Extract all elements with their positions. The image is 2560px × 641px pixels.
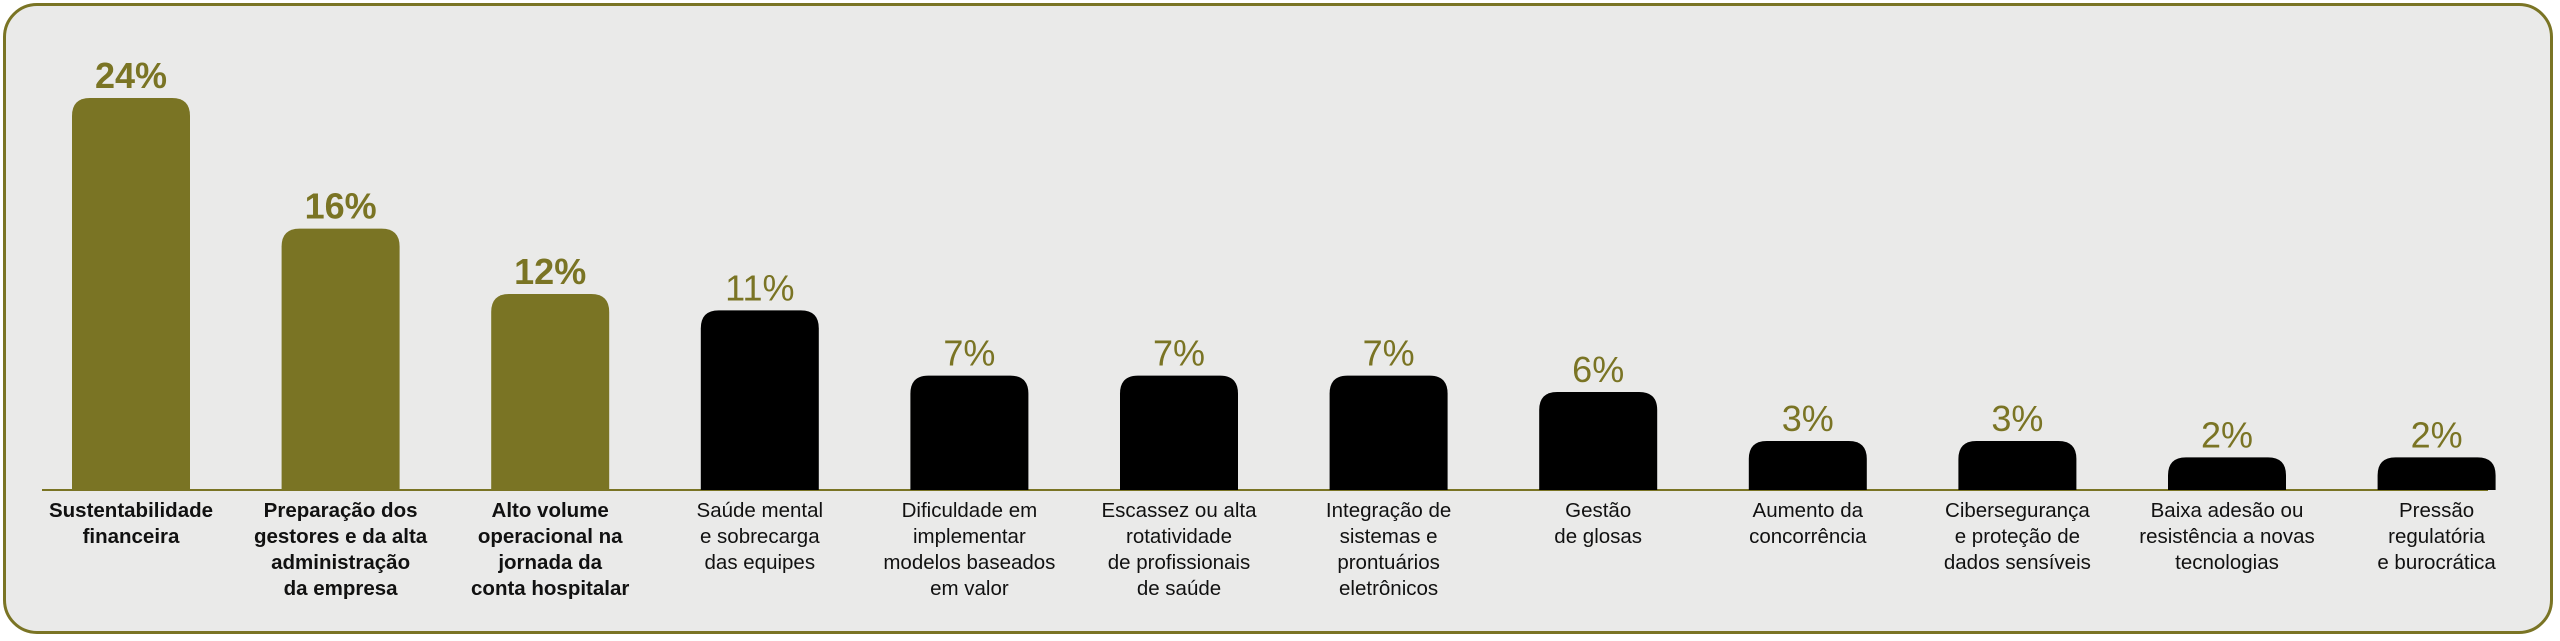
bar-value-label: 7%: [943, 333, 995, 374]
category-label-text: Saúde mental e sobrecarga das equipes: [696, 499, 824, 574]
category-label-text: Aumento da concorrência: [1749, 499, 1867, 548]
category-label: Dificuldade em implementar modelos basea…: [864, 498, 1074, 602]
bar: [910, 375, 1029, 490]
bar: [281, 228, 400, 490]
bar-value-label: 7%: [1153, 333, 1205, 374]
category-label: Integração de sistemas e prontuários ele…: [1284, 498, 1494, 602]
category-label-text: Cibersegurança e proteção de dados sensí…: [1943, 499, 2091, 574]
bar-value-label: 24%: [95, 55, 167, 96]
bar-value-label: 3%: [1991, 398, 2043, 439]
bar: [1958, 441, 2077, 490]
category-label: Alto volume operacional na jornada da co…: [445, 498, 655, 602]
category-label-text: Preparação dos gestores e da alta admini…: [253, 499, 428, 600]
bar: [491, 294, 610, 490]
category-label: Saúde mental e sobrecarga das equipes: [655, 498, 865, 576]
category-label: Sustentabilidade financeira: [26, 498, 236, 550]
category-label: Preparação dos gestores e da alta admini…: [236, 498, 446, 602]
bar-value-label: 16%: [305, 186, 377, 227]
category-label: Baixa adesão ou resistência a novas tecn…: [2122, 498, 2332, 576]
category-label-text: Gestão de glosas: [1554, 499, 1643, 548]
category-label: Escassez ou alta rotatividade de profiss…: [1074, 498, 1284, 602]
bar-value-label: 3%: [1782, 398, 1834, 439]
bar-value-label: 12%: [514, 251, 586, 292]
category-label: Gestão de glosas: [1493, 498, 1703, 550]
category-label-text: Escassez ou alta rotatividade de profiss…: [1101, 499, 1257, 600]
bar: [1120, 375, 1238, 490]
category-label: Pressão regulatória e burocrática: [2332, 498, 2542, 576]
bar-value-label: 11%: [725, 267, 794, 308]
category-label-text: Integração de sistemas e prontuários ele…: [1325, 499, 1452, 600]
category-label: Aumento da concorrência: [1703, 498, 1913, 550]
bar-value-label: 2%: [2411, 414, 2463, 455]
bar: [1748, 441, 1867, 490]
bar-value-label: 2%: [2201, 414, 2253, 455]
bar: [1539, 392, 1658, 490]
category-label-text: Dificuldade em implementar modelos basea…: [883, 499, 1056, 600]
bar-value-label: 7%: [1363, 333, 1415, 374]
chart-card: 24% 16% 12% 11% 7% 7% 7% 6% 3% 3% 2% 2%: [3, 3, 2553, 634]
bar: [2377, 457, 2496, 490]
category-label-text: Sustentabilidade financeira: [48, 499, 214, 548]
bar-chart: 24% 16% 12% 11% 7% 7% 7% 6% 3% 3% 2% 2%: [42, 55, 2496, 491]
bar: [700, 310, 819, 490]
bar: [72, 98, 190, 490]
category-label-text: Baixa adesão ou resistência a novas tecn…: [2139, 499, 2315, 574]
bar-value-label: 6%: [1572, 349, 1624, 390]
category-label-text: Pressão regulatória e burocrática: [2377, 499, 2496, 574]
category-label-text: Alto volume operacional na jornada da co…: [471, 499, 630, 600]
bar: [2168, 457, 2286, 490]
category-label: Cibersegurança e proteção de dados sensí…: [1912, 498, 2122, 576]
bar: [1329, 375, 1448, 490]
